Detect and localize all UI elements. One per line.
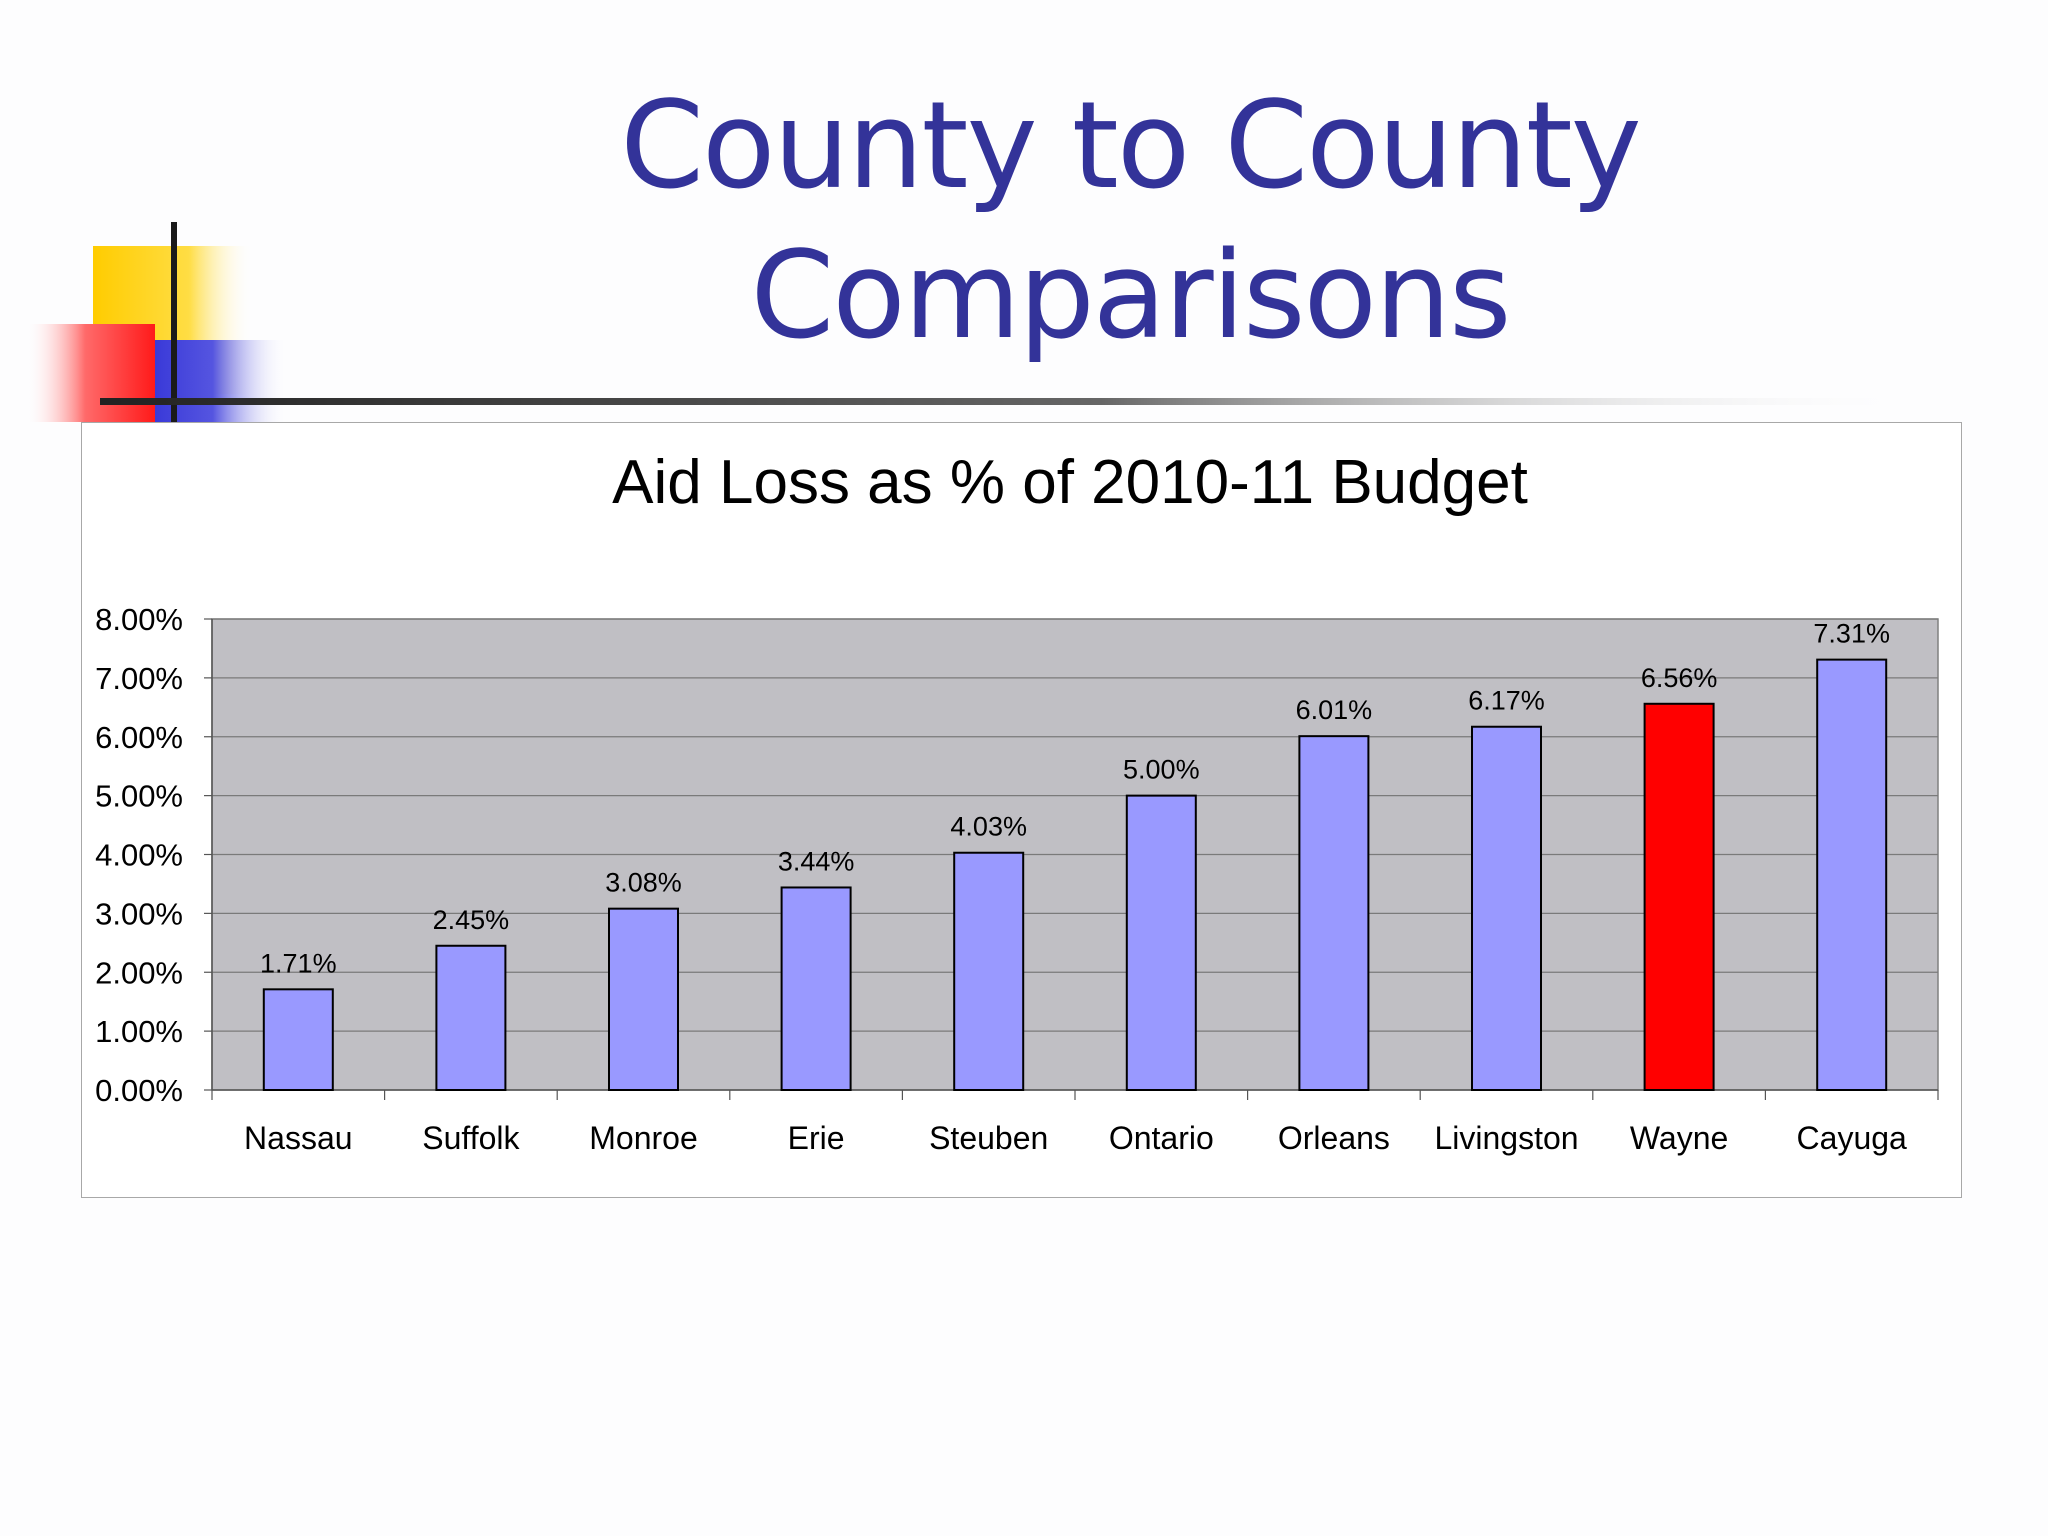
y-tick-label: 2.00% <box>95 955 183 990</box>
y-tick-label: 8.00% <box>95 602 183 637</box>
data-label-wayne: 6.56% <box>1641 663 1718 693</box>
decor-blue-square <box>122 340 287 422</box>
x-tick-label-monroe: Monroe <box>589 1120 698 1156</box>
data-label-erie: 3.44% <box>778 846 855 876</box>
bar-monroe <box>608 907 679 1092</box>
bar-steuben <box>953 851 1025 1092</box>
data-label-orleans: 6.01% <box>1296 695 1373 725</box>
y-tick-label: 3.00% <box>95 896 183 931</box>
y-tick-label: 6.00% <box>95 720 183 755</box>
y-tick-label: 0.00% <box>95 1073 183 1108</box>
bar-chart: Aid Loss as % of 2010-11 Budget 0.00% 1.00… <box>95 448 1939 1156</box>
decor-horizontal-line <box>100 398 1920 405</box>
x-tick-label-cayuga: Cayuga <box>1797 1120 1908 1156</box>
decor-vertical-line <box>171 222 177 422</box>
decor-yellow-square <box>93 246 253 394</box>
x-tick-label-nassau: Nassau <box>244 1120 353 1156</box>
chart-title: Aid Loss as % of 2010-11 Budget <box>612 448 1528 517</box>
bar-nassau <box>262 988 334 1091</box>
data-label-cayuga: 7.31% <box>1813 619 1890 649</box>
slide-title: County to County Comparisons <box>560 72 1700 372</box>
x-tick-label-steuben: Steuben <box>929 1120 1048 1156</box>
x-tick-label-suffolk: Suffolk <box>422 1120 520 1156</box>
bar-orleans <box>1298 735 1370 1091</box>
bar-livingston <box>1471 725 1542 1091</box>
slide-title-line-2: Comparisons <box>750 227 1512 366</box>
y-tick-label: 5.00% <box>95 779 183 814</box>
data-label-monroe: 3.08% <box>605 868 682 898</box>
data-label-steuben: 4.03% <box>950 812 1027 842</box>
x-tick-label-wayne: Wayne <box>1630 1120 1728 1156</box>
x-tick-label-livingston: Livingston <box>1434 1120 1578 1156</box>
data-label-livingston: 6.17% <box>1468 686 1545 716</box>
bar-wayne <box>1643 702 1715 1091</box>
x-tick-label-orleans: Orleans <box>1278 1120 1390 1156</box>
bar-ontario <box>1125 794 1197 1091</box>
data-label-nassau: 1.71% <box>260 948 337 978</box>
decor-red-square <box>28 324 155 422</box>
y-tick-label: 1.00% <box>95 1014 183 1049</box>
x-tick-label-erie: Erie <box>788 1120 845 1156</box>
chart-frame: Aid Loss as % of 2010-11 Budget 0.00% 1.00… <box>81 422 1962 1198</box>
x-tick-label-ontario: Ontario <box>1109 1120 1214 1156</box>
y-tick-label: 7.00% <box>95 661 183 696</box>
bar-suffolk <box>435 944 507 1091</box>
bar-erie <box>780 886 852 1091</box>
bar-cayuga <box>1816 658 1888 1091</box>
y-tick-label: 4.00% <box>95 838 183 873</box>
data-label-ontario: 5.00% <box>1123 755 1200 785</box>
slide-title-line-1: County to County <box>620 77 1642 216</box>
data-label-suffolk: 2.45% <box>433 905 510 935</box>
